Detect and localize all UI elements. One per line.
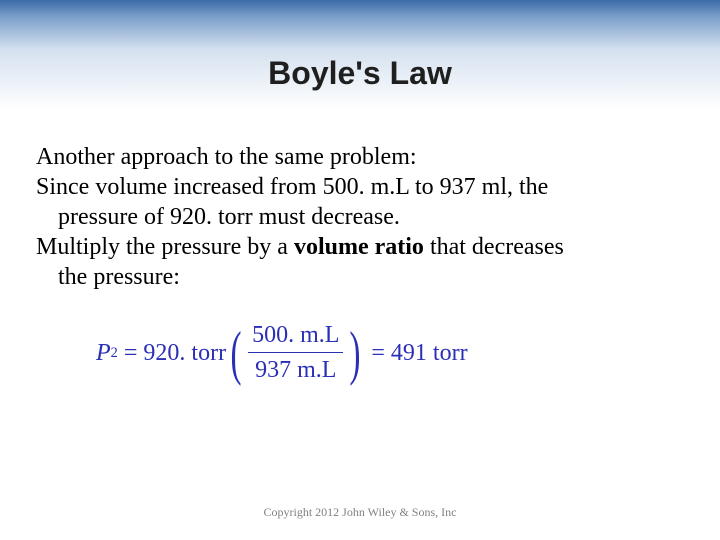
eq-fraction: 500. m.L 937 m.L [248,320,343,385]
body-line-4: Multiply the pressure by a volume ratio … [36,232,684,262]
copyright-text: Copyright 2012 John Wiley & Sons, Inc [0,505,720,520]
eq-rhs: 491 torr [391,338,468,368]
eq-frac-den: 937 m.L [251,353,340,385]
eq-lhs-var: P [96,338,111,368]
body-line-1: Another approach to the same problem: [36,142,684,172]
eq-lhs-sub: 2 [111,344,118,362]
body-line-2: Since volume increased from 500. m.L to … [36,172,684,202]
body-line-4a: Multiply the pressure by a [36,234,294,260]
eq-paren-left: ( [231,329,242,377]
slide-title: Boyle's Law [268,55,452,92]
eq-equals-1: = [124,338,138,368]
eq-frac-num: 500. m.L [248,320,343,353]
eq-equals-2: = [371,338,385,368]
body-line-4c: that decreases [424,234,564,260]
body-line-3: pressure of 920. torr must decrease. [36,202,684,232]
body-line-5: the pressure: [36,262,684,292]
eq-paren-right: ) [350,329,361,377]
body-line-4-bold: volume ratio [294,234,424,260]
eq-coeff: 920. torr [143,338,226,368]
slide-body: Another approach to the same problem: Si… [0,110,720,385]
header-gradient-band: Boyle's Law [0,0,720,110]
equation: P2 = 920. torr ( 500. m.L 937 m.L ) = 49… [36,320,684,385]
